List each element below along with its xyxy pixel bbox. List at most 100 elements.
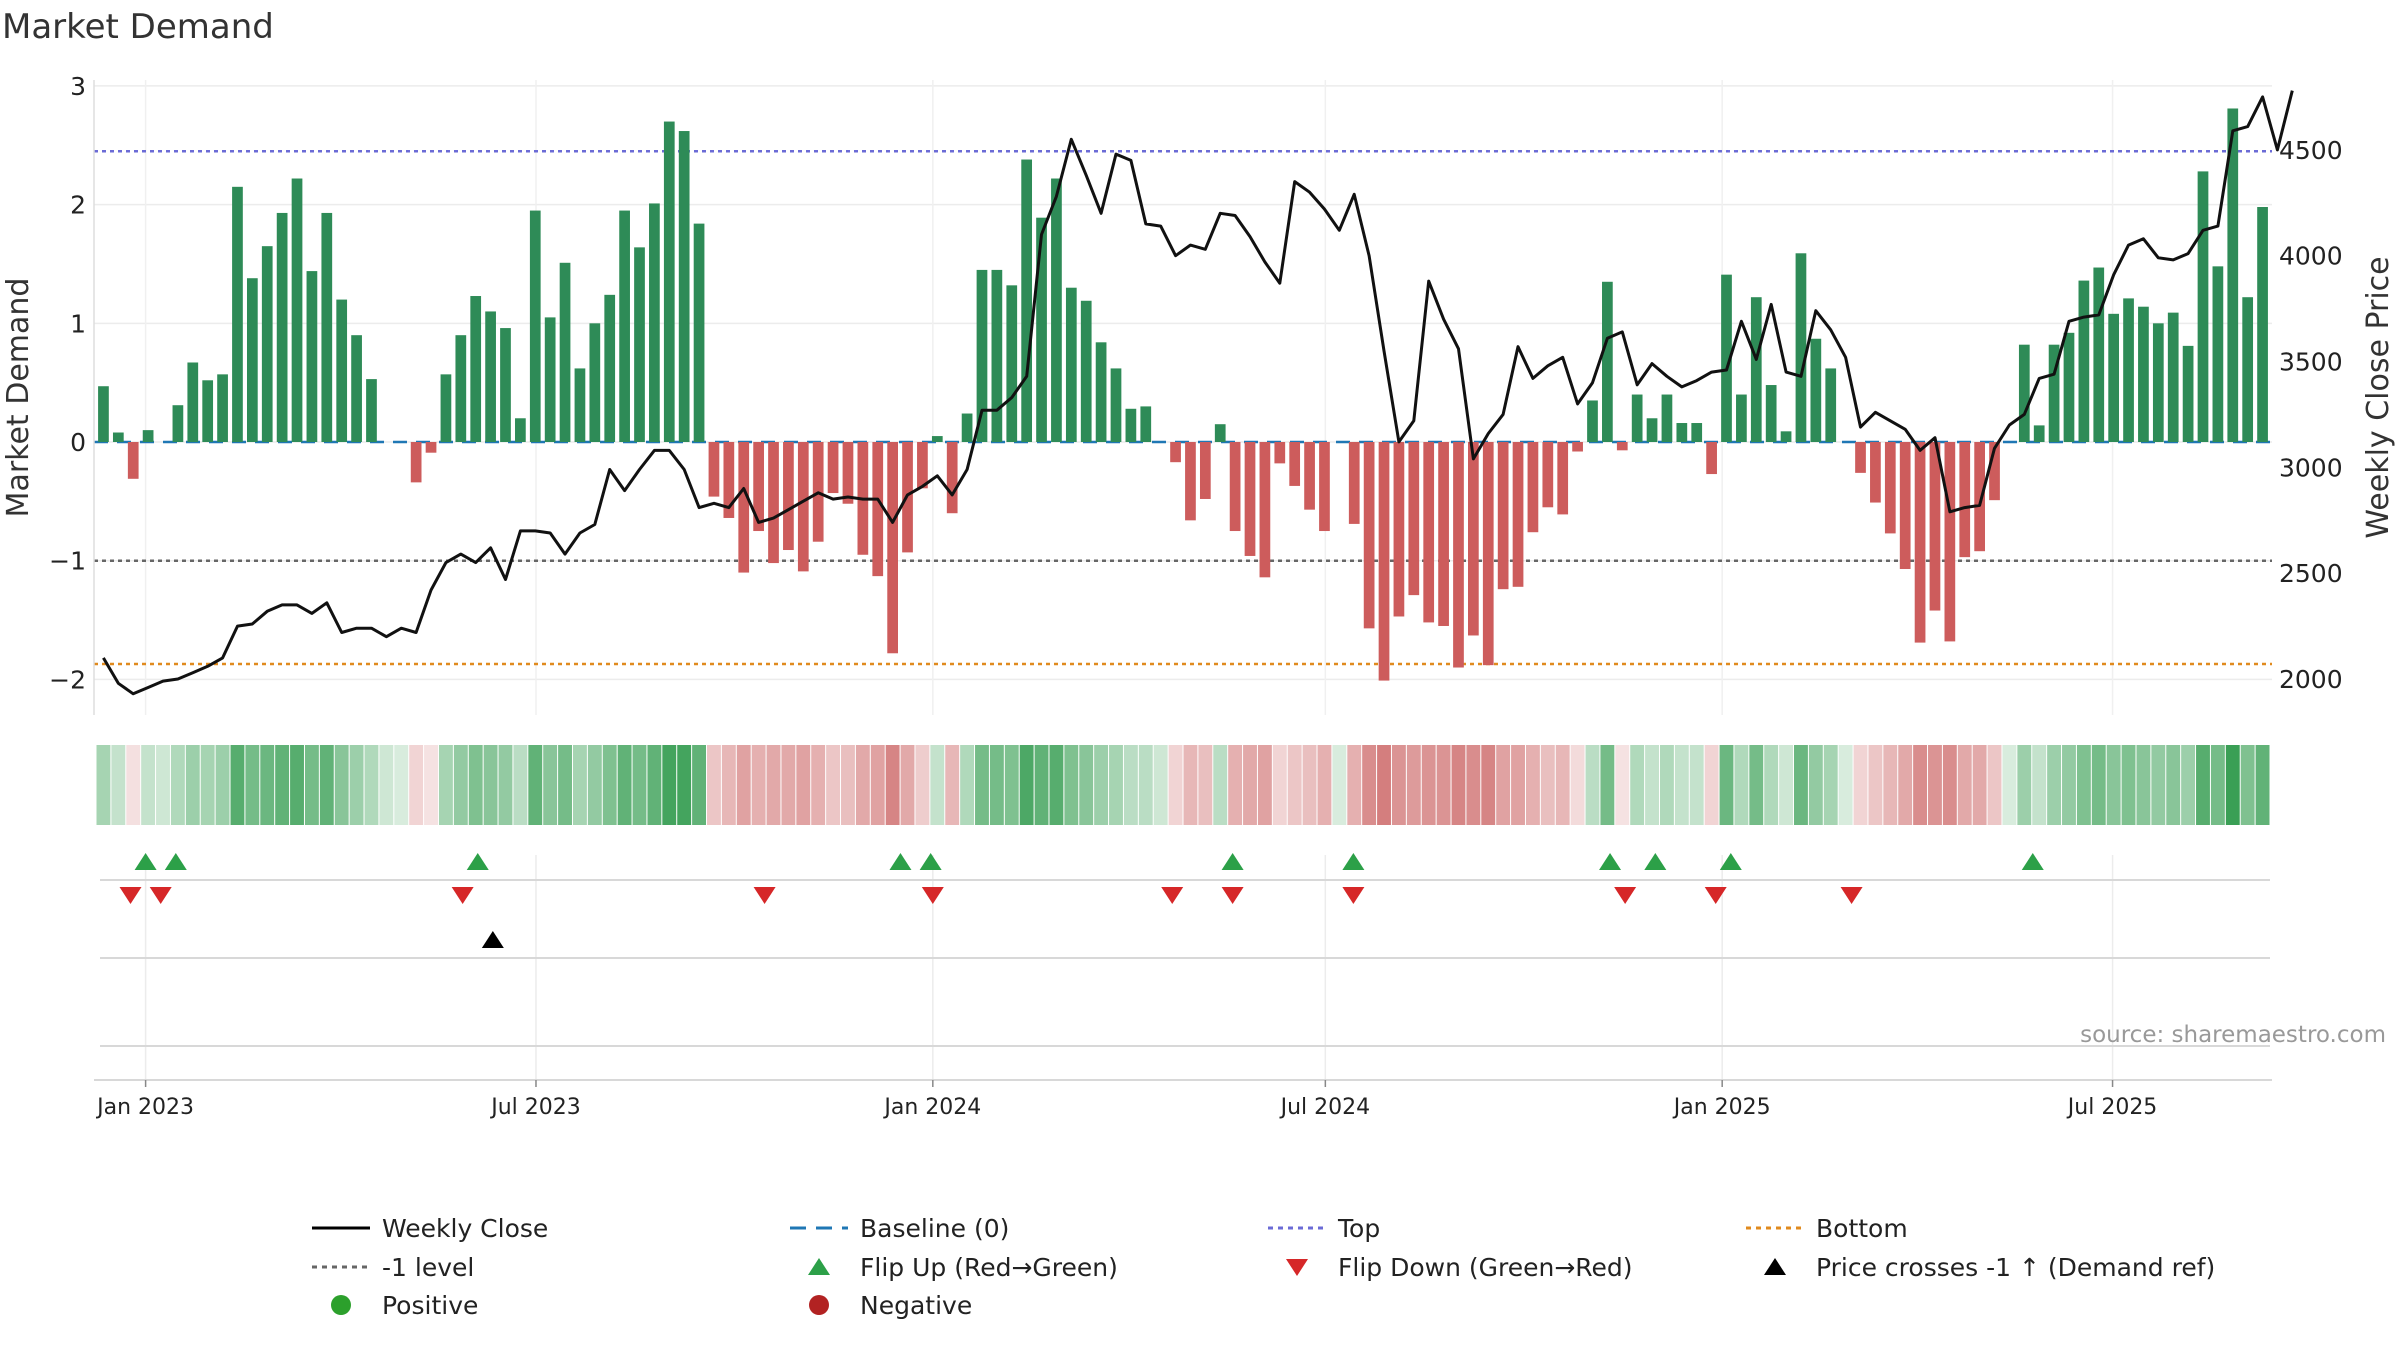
demand-bar — [2123, 298, 2134, 443]
demand-bar — [1914, 442, 1926, 643]
heat-cell — [721, 745, 736, 825]
heat-cell — [319, 745, 334, 825]
demand-bar — [634, 247, 645, 443]
y-tick-label-right: 4500 — [2279, 136, 2343, 165]
price-series — [102, 90, 2294, 696]
demand-bar — [1929, 442, 1941, 611]
demand-bar — [1870, 442, 1881, 503]
heat-cell — [855, 745, 870, 825]
heat-cell — [1555, 745, 1570, 825]
heat-cell — [1243, 745, 1257, 825]
demand-bar — [1855, 442, 1866, 473]
legend-label: Bottom — [1816, 1214, 1908, 1243]
y-tick-label-right: 3500 — [2279, 348, 2343, 377]
heat-cell — [617, 745, 632, 825]
demand-bar — [515, 418, 526, 443]
demand-bar — [991, 269, 1003, 443]
heat-cell — [632, 745, 647, 825]
heat-cell — [528, 745, 543, 825]
heat-cell — [1064, 745, 1079, 825]
heat-cell — [647, 745, 662, 825]
flip-up-marker — [466, 853, 489, 870]
heat-cell — [1868, 745, 1883, 825]
heat-cell — [498, 745, 513, 825]
flip-down-marker — [921, 887, 944, 904]
heat-cell — [1928, 745, 1942, 825]
heat-cell — [334, 745, 349, 825]
demand-bar — [440, 374, 452, 443]
demand-bar — [2227, 108, 2239, 443]
heat-cell — [692, 745, 707, 825]
heat-cell — [1153, 745, 1168, 825]
demand-bar — [1542, 442, 1554, 508]
demand-bar — [2152, 323, 2164, 443]
legend: Weekly Close Baseline (0) Top Bottom -1 leve… — [312, 1214, 2215, 1320]
y-tick-label-left: 3 — [70, 72, 86, 101]
heat-cell — [751, 745, 766, 825]
legend-swatch — [1764, 1258, 1786, 1275]
flip-up-marker — [1599, 853, 1622, 870]
heat-cell — [1257, 745, 1272, 825]
demand-bar — [961, 413, 973, 443]
demand-bar — [2242, 297, 2254, 443]
demand-bar — [232, 186, 243, 443]
demand-bar — [1825, 368, 1837, 443]
heat-cell — [1391, 745, 1406, 825]
heat-cell — [1734, 745, 1749, 825]
heat-cell — [1123, 745, 1138, 825]
heat-cell — [2225, 745, 2240, 825]
heat-cell — [900, 745, 915, 825]
heat-cell — [1987, 745, 2002, 825]
heat-cell — [230, 745, 245, 825]
demand-bar — [1557, 442, 1569, 515]
heat-cell — [2136, 745, 2151, 825]
heat-cell — [364, 745, 379, 825]
heat-cell — [2062, 745, 2076, 825]
demand-bar — [1646, 418, 1658, 443]
flip-up-marker — [889, 853, 912, 870]
heat-cell — [290, 745, 304, 825]
demand-bar — [1393, 442, 1405, 617]
y-tick-label-right: 2500 — [2279, 559, 2343, 588]
heat-cell — [766, 745, 781, 825]
demand-bar — [1408, 442, 1420, 596]
heat-cell — [543, 745, 558, 825]
heat-cell — [1898, 745, 1913, 825]
demand-bar — [1676, 423, 1688, 443]
flip-down-marker — [119, 887, 142, 904]
heat-cell — [781, 745, 796, 825]
heat-cell — [1362, 745, 1377, 825]
heat-cell — [1421, 745, 1436, 825]
flip-down-marker — [1342, 887, 1365, 904]
chart-title: Market Demand — [2, 7, 274, 47]
demand-bar — [1170, 442, 1181, 463]
demand-bar — [1036, 217, 1047, 443]
legend-item: Bottom — [1746, 1214, 1908, 1243]
heat-cell — [1287, 745, 1302, 825]
heat-cell — [826, 745, 841, 825]
heat-cell — [1585, 745, 1600, 825]
demand-bar — [976, 269, 988, 443]
heat-cell — [215, 745, 230, 825]
demand-bar — [544, 317, 556, 443]
demand-bar — [1006, 285, 1018, 443]
demand-bar — [2048, 344, 2060, 443]
heat-cell — [1764, 745, 1779, 825]
heat-cell — [2151, 745, 2166, 825]
heat-cell — [975, 745, 989, 825]
heat-cell — [1615, 745, 1630, 825]
demand-bar — [1363, 442, 1375, 629]
demand-bar — [2078, 280, 2090, 443]
heat-cell — [930, 745, 945, 825]
heat-cell — [379, 745, 394, 825]
demand-bar — [2033, 425, 2045, 443]
heat-cell — [1302, 745, 1317, 825]
heat-cell — [1347, 745, 1362, 825]
demand-bar — [1706, 442, 1717, 475]
heat-cell — [275, 745, 290, 825]
heat-cell — [1496, 745, 1511, 825]
demand-bar — [2138, 306, 2149, 443]
heat-cell — [170, 745, 185, 825]
flip-up-marker — [1221, 853, 1244, 870]
axes: 3 2 1 0 −1 −2 4500 4000 3500 3000 2500 2000 Market D… — [1, 72, 2396, 715]
